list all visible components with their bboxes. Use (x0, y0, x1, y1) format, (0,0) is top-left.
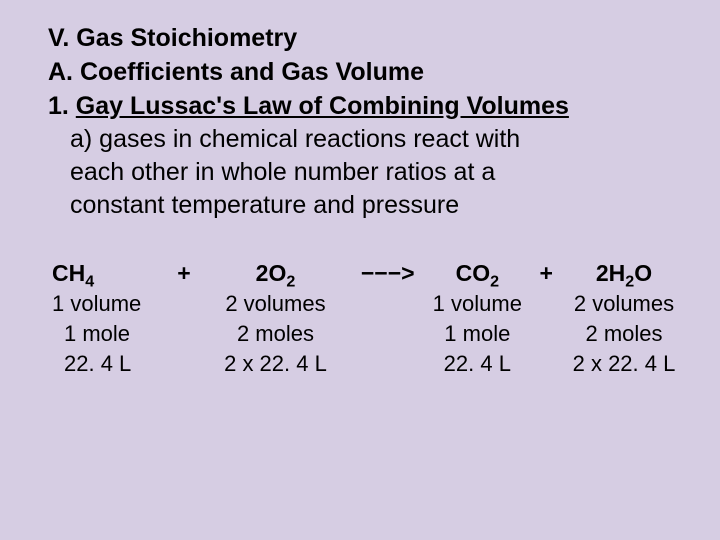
lit-h2o: 2 x 22. 4 L (573, 349, 676, 379)
heading-law-prefix: 1. (48, 92, 76, 120)
o2-coef: 2 (256, 260, 269, 286)
lit-o2: 2 x 22. 4 L (224, 349, 327, 379)
species-co2: CO2 (422, 258, 532, 289)
mol-h2o: 2 moles (585, 319, 662, 349)
lit-co2: 22. 4 L (444, 349, 511, 379)
h2o-sym1: H (609, 260, 626, 286)
ch4-symbol: CH (52, 260, 85, 286)
vol-ch4: 1 volume (52, 289, 141, 319)
h2o-coef: 2 (596, 260, 609, 286)
body-line-1: a) gases in chemical reactions react wit… (48, 123, 688, 156)
species-o2: 2O2 (198, 258, 354, 289)
h2o-sym2: O (634, 260, 652, 286)
body-line-3: constant temperature and pressure (48, 189, 688, 222)
h2o-sub1: 2 (625, 273, 634, 291)
equation-mole-row: 1 mole 2 moles 1 mole 2 moles (52, 319, 688, 349)
mol-co2: 1 mole (444, 319, 510, 349)
species-ch4: CH4 (52, 258, 170, 289)
equation-liters-row: 22. 4 L 2 x 22. 4 L 22. 4 L 2 x 22. 4 L (52, 349, 688, 379)
species-h2o: 2H2O (560, 258, 688, 289)
heading-law: 1. Gay Lussac's Law of Combining Volumes (48, 90, 688, 124)
co2-sub: 2 (490, 273, 499, 291)
mol-o2: 2 moles (237, 319, 314, 349)
o2-symbol: O (268, 260, 286, 286)
ch4-sub: 4 (85, 273, 94, 291)
mol-ch4: 1 mole (52, 319, 130, 349)
co2-symbol: CO (456, 260, 491, 286)
equation-formula-row: CH4 + 2O2 −−−> CO2 + 2H2O (52, 258, 688, 289)
slide: V. Gas Stoichiometry A. Coefficients and… (0, 0, 720, 540)
vol-h2o: 2 volumes (574, 289, 674, 319)
vol-co2: 1 volume (433, 289, 522, 319)
body-line-2: each other in whole number ratios at a (48, 156, 688, 189)
reaction-arrow: −−−> (353, 258, 422, 289)
vol-o2: 2 volumes (225, 289, 325, 319)
o2-sub: 2 (286, 273, 295, 291)
lit-ch4: 22. 4 L (52, 349, 131, 379)
heading-section: V. Gas Stoichiometry (48, 22, 688, 56)
heading-subsection: A. Coefficients and Gas Volume (48, 56, 688, 90)
plus-1: + (170, 258, 198, 289)
heading-law-title: Gay Lussac's Law of Combining Volumes (76, 92, 569, 120)
equation-block: CH4 + 2O2 −−−> CO2 + 2H2O 1 volume 2 vol… (48, 258, 688, 378)
equation-volume-row: 1 volume 2 volumes 1 volume 2 volumes (52, 289, 688, 319)
plus-2: + (532, 258, 560, 289)
